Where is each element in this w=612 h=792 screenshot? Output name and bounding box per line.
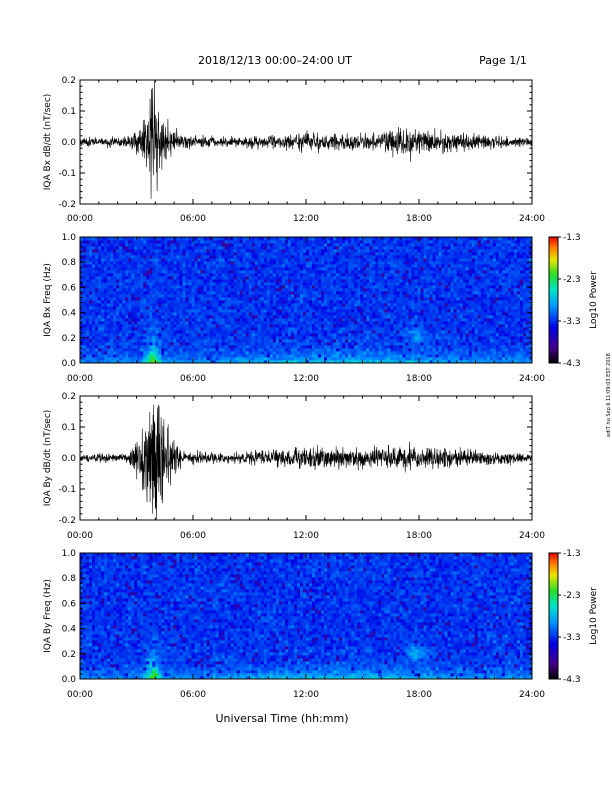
plots: 0.2 0.1 0.0 -0.1 -0.2 00:00 06:00 12:00 18:00 24:…	[43, 76, 599, 700]
y-tick-label: 0.8	[62, 258, 77, 268]
x-tick-label: 18:00	[406, 214, 432, 224]
signal-trace	[79, 80, 533, 199]
y-tick-label: 1.0	[62, 549, 77, 559]
colorbar-tick-label: -3.3	[563, 317, 581, 327]
y-tick-label: 0.0	[62, 359, 77, 369]
y-tick-label: 0.4	[62, 309, 77, 319]
colorbar-tick-label: -3.3	[563, 633, 581, 643]
panel-3: 0.2 0.1 0.0 -0.1 -0.2 00:00 06:00 12:00 18:00 24:…	[43, 392, 545, 541]
x-tick-label: 24:00	[519, 690, 545, 700]
y-axis-label: IQA Bx Freq (Hz)	[43, 263, 53, 337]
y-tick-label: 0.1	[62, 107, 76, 117]
y-tick-label: -0.1	[58, 169, 76, 179]
page-number: Page 1/1	[479, 54, 527, 67]
y-axis-label: IQA Bx dB/dt (nT/sec)	[43, 94, 53, 191]
side-note: ediT hu Sep 6 11:09:03 EST 2018	[606, 353, 612, 437]
spectrogram-cells	[80, 553, 533, 680]
y-tick-label: 0.1	[62, 423, 76, 433]
spectrogram-cells	[80, 237, 533, 364]
x-tick-label: 00:00	[67, 690, 93, 700]
colorbar-tick-label: -1.3	[563, 233, 581, 243]
panel-2: -1.3 -2.3 -3.3 -4.3 Log10 Power 1.0 0.8 0.6 0.4 0…	[43, 233, 599, 384]
colorbar-tick-label: -4.3	[563, 359, 581, 369]
x-tick-label: 06:00	[180, 690, 206, 700]
colorbar: -1.3 -2.3 -3.3 -4.3 Log10 Power	[548, 233, 599, 369]
y-tick-label: 0.0	[62, 675, 77, 685]
x-tick-label: 06:00	[180, 374, 206, 384]
colorbar-label: Log10 Power	[589, 271, 599, 329]
y-tick-label: 1.0	[62, 233, 77, 243]
x-tick-label: 06:00	[180, 214, 206, 224]
y-axis-label: IQA By Freq (Hz)	[43, 579, 53, 653]
colorbar: -1.3 -2.3 -3.3 -4.3 Log10 Power	[548, 549, 599, 685]
y-tick-label: -0.2	[58, 200, 76, 210]
x-tick-label: 18:00	[406, 690, 432, 700]
x-tick-label: 12:00	[293, 690, 319, 700]
y-tick-label: 0.2	[62, 392, 76, 402]
colorbar-tick-label: -2.3	[563, 275, 581, 285]
x-tick-label: 12:00	[293, 531, 319, 541]
x-tick-label: 12:00	[293, 214, 319, 224]
y-tick-label: -0.1	[58, 485, 76, 495]
y-axis-label: IQA By dB/dt (nT/sec)	[43, 410, 53, 507]
page-title: 2018/12/13 00:00–24:00 UT	[198, 54, 352, 67]
x-tick-label: 12:00	[293, 374, 319, 384]
x-axis-label: Universal Time (hh:mm)	[216, 712, 349, 725]
x-tick-label: 00:00	[67, 531, 93, 541]
y-tick-label: 0.2	[62, 650, 76, 660]
x-tick-label: 06:00	[180, 531, 206, 541]
x-tick-label: 24:00	[519, 214, 545, 224]
x-tick-label: 24:00	[519, 374, 545, 384]
colorbar-label: Log10 Power	[589, 587, 599, 645]
y-tick-label: 0.8	[62, 574, 77, 584]
y-tick-label: 0.4	[62, 625, 77, 635]
y-tick-label: -0.2	[58, 516, 76, 526]
panel-4: -1.3 -2.3 -3.3 -4.3 Log10 Power 1.0 0.8 0.6 0.4 0…	[43, 549, 599, 700]
y-tick-label: 0.2	[62, 334, 76, 344]
x-tick-label: 00:00	[67, 214, 93, 224]
x-tick-label: 18:00	[406, 374, 432, 384]
signal-trace	[79, 404, 533, 521]
x-tick-label: 00:00	[67, 374, 93, 384]
y-tick-label: 0.2	[62, 76, 76, 86]
y-tick-label: 0.0	[62, 138, 77, 148]
colorbar-tick-label: -2.3	[563, 591, 581, 601]
x-tick-label: 24:00	[519, 531, 545, 541]
y-tick-label: 0.6	[62, 283, 77, 293]
colorbar-tick-label: -4.3	[563, 675, 581, 685]
colorbar-tick-label: -1.3	[563, 549, 581, 559]
panel-1: 0.2 0.1 0.0 -0.1 -0.2 00:00 06:00 12:00 18:00 24:…	[43, 76, 545, 224]
x-tick-label: 18:00	[406, 531, 432, 541]
y-tick-label: 0.0	[62, 454, 77, 464]
y-tick-label: 0.6	[62, 599, 77, 609]
